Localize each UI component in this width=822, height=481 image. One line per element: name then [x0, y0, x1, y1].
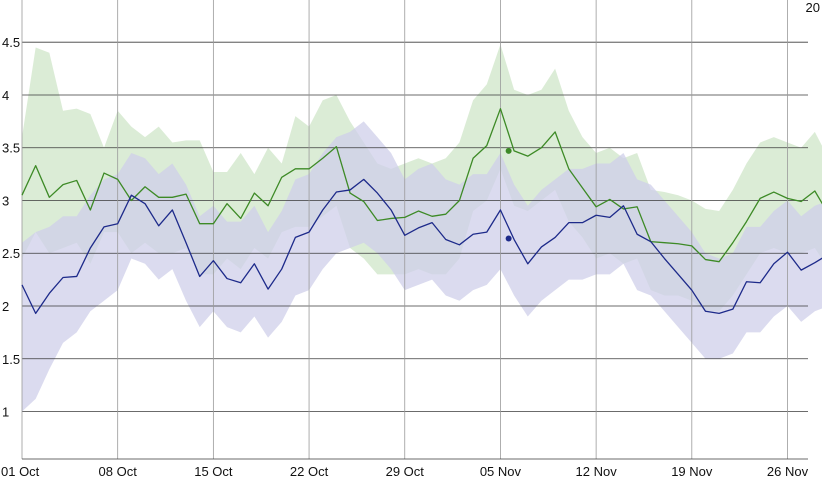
x-tick-label: 08 Oct — [99, 464, 138, 479]
series-2-marker[interactable] — [505, 235, 512, 242]
series-markers — [505, 147, 512, 242]
y-tick-label: 3 — [2, 193, 9, 208]
series-lines — [21, 108, 822, 315]
series-1-marker[interactable] — [505, 147, 512, 154]
x-tick-label: 26 Nov — [767, 464, 809, 479]
y-tick-label: 1 — [2, 405, 9, 420]
series-1-line — [21, 108, 822, 263]
y-tick-label: 3.5 — [2, 141, 20, 156]
y-tick-label: 4 — [2, 88, 9, 103]
x-tick-label: 12 Nov — [576, 464, 618, 479]
grid — [21, 0, 808, 460]
y-tick-label: 2.5 — [2, 246, 20, 261]
series-2-band — [22, 121, 822, 412]
series-2-line — [21, 178, 822, 315]
confidence-bands — [22, 44, 822, 412]
y-tick-label: 4.5 — [2, 35, 20, 50]
x-tick-label: 29 Oct — [386, 464, 425, 479]
y-axis-ticks: 1 1.5 2 2.5 3 3.5 4 4.5 — [2, 35, 20, 419]
y-tick-label: 2 — [2, 299, 9, 314]
x-tick-label: 19 Nov — [671, 464, 713, 479]
x-tick-label: 01 Oct — [1, 464, 40, 479]
x-axis-ticks: 01 Oct 08 Oct 15 Oct 22 Oct 29 Oct 05 Nov 12 N… — [1, 464, 809, 479]
corner-label: 20 — [805, 0, 820, 15]
x-tick-label: 22 Oct — [290, 464, 329, 479]
x-tick-label: 15 Oct — [194, 464, 233, 479]
y-tick-label: 1.5 — [2, 352, 20, 367]
x-tick-label: 05 Nov — [480, 464, 522, 479]
